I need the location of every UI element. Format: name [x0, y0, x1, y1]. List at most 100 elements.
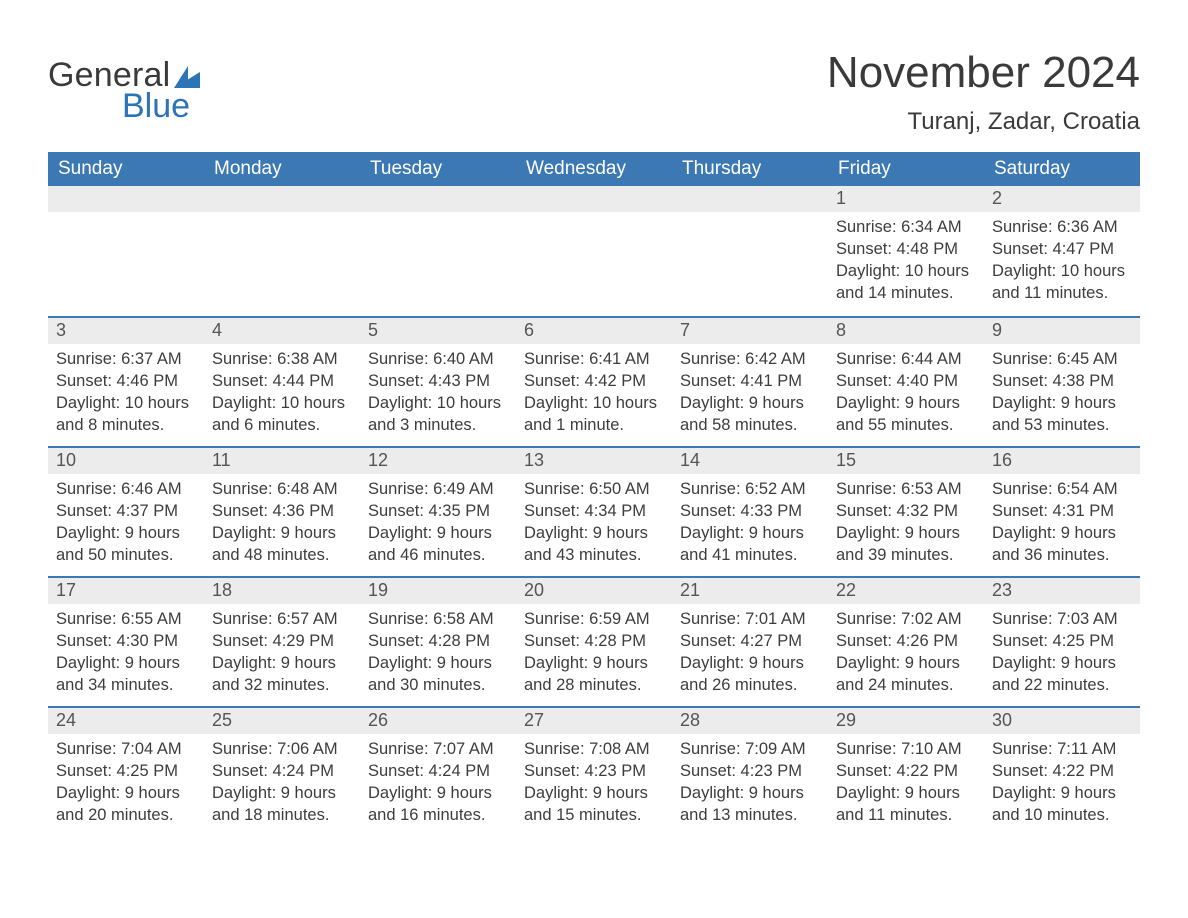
day-number: 2 — [984, 186, 1140, 212]
daylight-line: Daylight: 9 hours and 22 minutes. — [992, 652, 1132, 697]
calendar-day-cell: 13Sunrise: 6:50 AMSunset: 4:34 PMDayligh… — [516, 446, 672, 576]
daylight-line: Daylight: 9 hours and 10 minutes. — [992, 782, 1132, 827]
day-head-empty — [204, 186, 360, 212]
day-details: Sunrise: 6:44 AMSunset: 4:40 PMDaylight:… — [828, 344, 984, 443]
sunset-line: Sunset: 4:24 PM — [212, 760, 352, 782]
day-number: 28 — [672, 706, 828, 734]
daylight-line: Daylight: 9 hours and 28 minutes. — [524, 652, 664, 697]
sunset-line: Sunset: 4:44 PM — [212, 370, 352, 392]
sunset-line: Sunset: 4:22 PM — [836, 760, 976, 782]
day-number: 11 — [204, 446, 360, 474]
day-details: Sunrise: 6:59 AMSunset: 4:28 PMDaylight:… — [516, 604, 672, 703]
day-number: 10 — [48, 446, 204, 474]
daylight-line: Daylight: 9 hours and 48 minutes. — [212, 522, 352, 567]
sunset-line: Sunset: 4:27 PM — [680, 630, 820, 652]
daylight-line: Daylight: 9 hours and 43 minutes. — [524, 522, 664, 567]
daylight-line: Daylight: 10 hours and 11 minutes. — [992, 260, 1132, 305]
day-details: Sunrise: 6:38 AMSunset: 4:44 PMDaylight:… — [204, 344, 360, 443]
day-number: 23 — [984, 576, 1140, 604]
weekday-header: Tuesday — [360, 152, 516, 186]
day-details: Sunrise: 6:37 AMSunset: 4:46 PMDaylight:… — [48, 344, 204, 443]
weekday-header-row: SundayMondayTuesdayWednesdayThursdayFrid… — [48, 152, 1140, 186]
sunset-line: Sunset: 4:40 PM — [836, 370, 976, 392]
sunrise-line: Sunrise: 6:54 AM — [992, 478, 1132, 500]
weekday-header: Sunday — [48, 152, 204, 186]
sunrise-line: Sunrise: 6:48 AM — [212, 478, 352, 500]
day-number: 3 — [48, 316, 204, 344]
day-number: 25 — [204, 706, 360, 734]
sunset-line: Sunset: 4:43 PM — [368, 370, 508, 392]
calendar-day-cell: 26Sunrise: 7:07 AMSunset: 4:24 PMDayligh… — [360, 706, 516, 836]
calendar-day-cell: 9Sunrise: 6:45 AMSunset: 4:38 PMDaylight… — [984, 316, 1140, 446]
calendar-day-cell: 22Sunrise: 7:02 AMSunset: 4:26 PMDayligh… — [828, 576, 984, 706]
calendar-day-cell: 8Sunrise: 6:44 AMSunset: 4:40 PMDaylight… — [828, 316, 984, 446]
sunset-line: Sunset: 4:25 PM — [56, 760, 196, 782]
sunrise-line: Sunrise: 6:50 AM — [524, 478, 664, 500]
sunset-line: Sunset: 4:36 PM — [212, 500, 352, 522]
sunrise-line: Sunrise: 7:06 AM — [212, 738, 352, 760]
daylight-line: Daylight: 9 hours and 30 minutes. — [368, 652, 508, 697]
sunset-line: Sunset: 4:33 PM — [680, 500, 820, 522]
calendar-day-cell: 24Sunrise: 7:04 AMSunset: 4:25 PMDayligh… — [48, 706, 204, 836]
day-number: 6 — [516, 316, 672, 344]
sunrise-line: Sunrise: 7:03 AM — [992, 608, 1132, 630]
day-details: Sunrise: 6:34 AMSunset: 4:48 PMDaylight:… — [828, 212, 984, 311]
day-number: 26 — [360, 706, 516, 734]
day-details: Sunrise: 6:42 AMSunset: 4:41 PMDaylight:… — [672, 344, 828, 443]
calendar-day-cell: 2Sunrise: 6:36 AMSunset: 4:47 PMDaylight… — [984, 186, 1140, 316]
brand-logo: General Blue — [48, 56, 200, 126]
sunrise-line: Sunrise: 7:10 AM — [836, 738, 976, 760]
calendar-day-cell: 23 Sunrise: 7:03 AMSunset: 4:25 PMDayligh… — [984, 576, 1140, 706]
day-details: Sunrise: 6:58 AMSunset: 4:28 PMDaylight:… — [360, 604, 516, 703]
weekday-header: Friday — [828, 152, 984, 186]
daylight-line: Daylight: 9 hours and 24 minutes. — [836, 652, 976, 697]
calendar-week-row: 3Sunrise: 6:37 AMSunset: 4:46 PMDaylight… — [48, 316, 1140, 446]
sunrise-line: Sunrise: 6:40 AM — [368, 348, 508, 370]
day-details: Sunrise: 7:09 AMSunset: 4:23 PMDaylight:… — [672, 734, 828, 833]
daylight-line: Daylight: 10 hours and 14 minutes. — [836, 260, 976, 305]
daylight-line: Daylight: 9 hours and 34 minutes. — [56, 652, 196, 697]
daylight-line: Daylight: 9 hours and 32 minutes. — [212, 652, 352, 697]
sunrise-line: Sunrise: 6:49 AM — [368, 478, 508, 500]
day-head-empty — [672, 186, 828, 212]
day-number: 22 — [828, 576, 984, 604]
sunrise-line: Sunrise: 6:42 AM — [680, 348, 820, 370]
day-number: 24 — [48, 706, 204, 734]
sunset-line: Sunset: 4:26 PM — [836, 630, 976, 652]
daylight-line: Daylight: 9 hours and 46 minutes. — [368, 522, 508, 567]
daylight-line: Daylight: 9 hours and 39 minutes. — [836, 522, 976, 567]
calendar-day-cell: 4Sunrise: 6:38 AMSunset: 4:44 PMDaylight… — [204, 316, 360, 446]
weekday-header: Wednesday — [516, 152, 672, 186]
calendar-day-cell: 5Sunrise: 6:40 AMSunset: 4:43 PMDaylight… — [360, 316, 516, 446]
sunrise-line: Sunrise: 7:07 AM — [368, 738, 508, 760]
day-number: 12 — [360, 446, 516, 474]
calendar-day-cell: 16Sunrise: 6:54 AMSunset: 4:31 PMDayligh… — [984, 446, 1140, 576]
daylight-line: Daylight: 9 hours and 15 minutes. — [524, 782, 664, 827]
sunrise-line: Sunrise: 6:58 AM — [368, 608, 508, 630]
calendar-day-cell: 28Sunrise: 7:09 AMSunset: 4:23 PMDayligh… — [672, 706, 828, 836]
day-number: 14 — [672, 446, 828, 474]
daylight-line: Daylight: 10 hours and 6 minutes. — [212, 392, 352, 437]
sunrise-line: Sunrise: 6:57 AM — [212, 608, 352, 630]
day-number: 15 — [828, 446, 984, 474]
day-number: 27 — [516, 706, 672, 734]
day-details: Sunrise: 7:06 AMSunset: 4:24 PMDaylight:… — [204, 734, 360, 833]
sunrise-line: Sunrise: 7:04 AM — [56, 738, 196, 760]
daylight-line: Daylight: 9 hours and 58 minutes. — [680, 392, 820, 437]
day-details: Sunrise: 7:08 AMSunset: 4:23 PMDaylight:… — [516, 734, 672, 833]
sunset-line: Sunset: 4:25 PM — [992, 630, 1132, 652]
day-number: 1 — [828, 186, 984, 212]
calendar-day-cell: 11 Sunrise: 6:48 AMSunset: 4:36 PMDayligh… — [204, 446, 360, 576]
title-block: November 2024 Turanj, Zadar, Croatia — [827, 48, 1140, 136]
day-number: 29 — [828, 706, 984, 734]
calendar-day-cell: 25Sunrise: 7:06 AMSunset: 4:24 PMDayligh… — [204, 706, 360, 836]
sunset-line: Sunset: 4:22 PM — [992, 760, 1132, 782]
day-number: 8 — [828, 316, 984, 344]
calendar-empty-cell — [48, 186, 204, 316]
day-number: 30 — [984, 706, 1140, 734]
page-title: November 2024 — [827, 48, 1140, 98]
sunset-line: Sunset: 4:46 PM — [56, 370, 196, 392]
sunset-line: Sunset: 4:41 PM — [680, 370, 820, 392]
day-details: Sunrise: 7:02 AMSunset: 4:26 PMDaylight:… — [828, 604, 984, 703]
day-details: Sunrise: 6:57 AMSunset: 4:29 PMDaylight:… — [204, 604, 360, 703]
